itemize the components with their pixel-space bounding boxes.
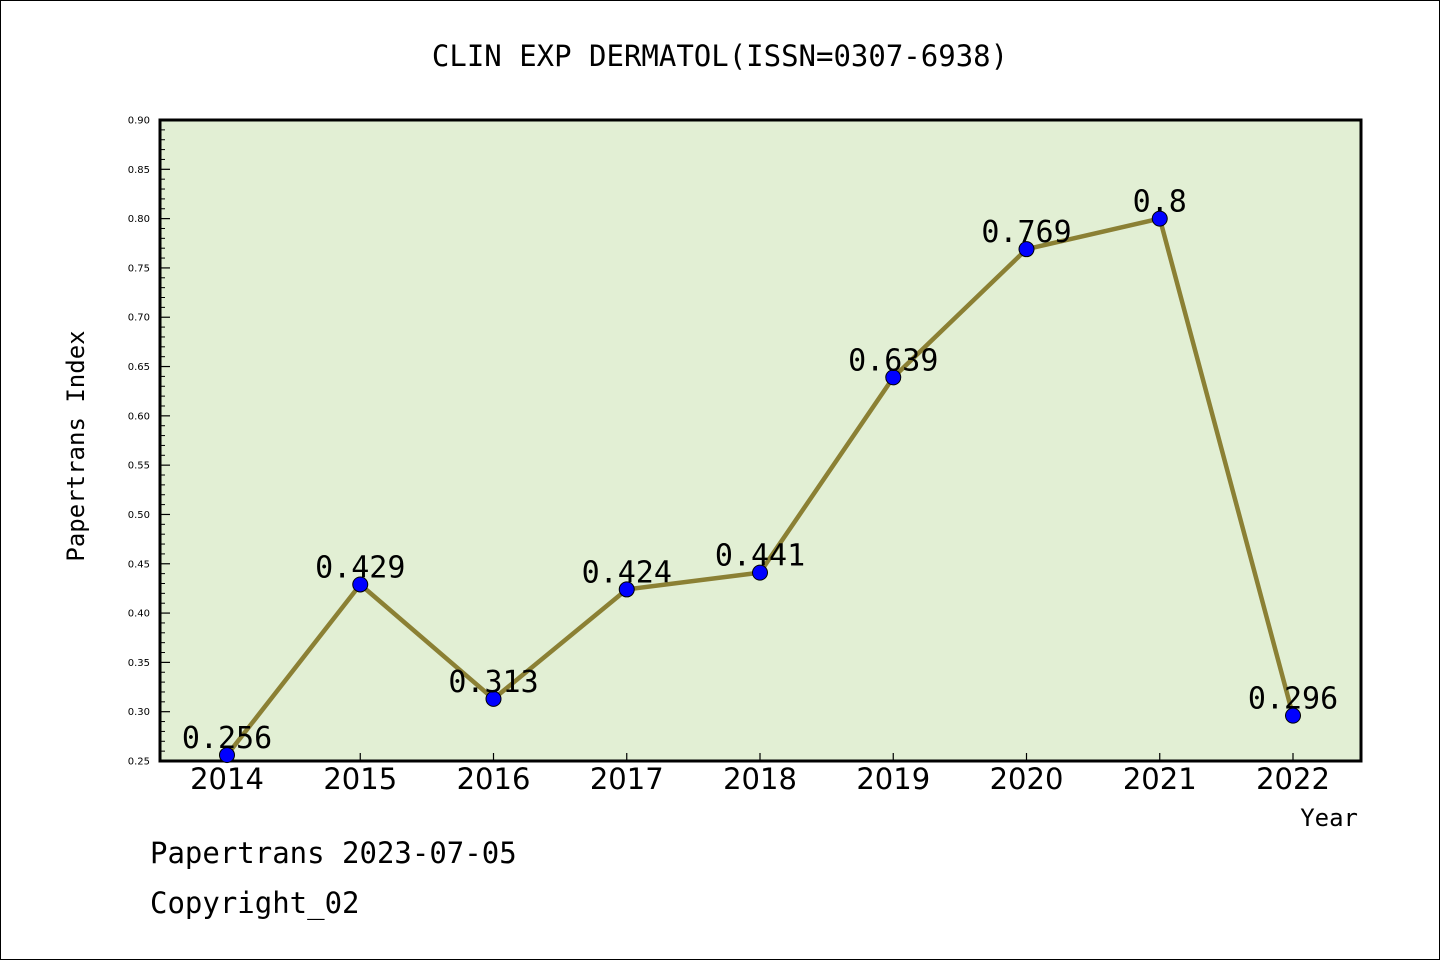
footer-date: Papertrans 2023-07-05 <box>150 836 517 870</box>
chart-title: CLIN EXP DERMATOL(ISSN=0307-6938) <box>432 39 1008 73</box>
y-tick-label: 0.85 <box>128 165 150 176</box>
y-axis: 0.25 0.30 0.35 0.40 0.45 0.50 0.55 0.60 0.65 0.70… <box>128 116 170 768</box>
y-tick-label: 0.55 <box>128 461 150 472</box>
y-tick-label: 0.75 <box>128 263 150 274</box>
data-point <box>485 690 502 707</box>
data-point <box>219 747 235 764</box>
data-label: 0.424 <box>582 555 672 590</box>
footer-copyright: Copyright_02 <box>150 886 360 920</box>
x-tick-label: 2014 <box>190 762 264 796</box>
x-tick-label: 2018 <box>723 762 797 796</box>
data-point <box>352 576 369 593</box>
data-label: 0.769 <box>981 215 1071 250</box>
x-axis-label: Year <box>1300 804 1358 832</box>
x-tick-label: 2019 <box>856 762 930 796</box>
data-markers <box>219 210 1301 764</box>
y-tick-label: 0.35 <box>128 658 150 669</box>
y-tick-label: 0.40 <box>128 609 150 620</box>
y-axis-label: Papertrans Index <box>62 330 90 561</box>
y-tick-label: 0.25 <box>128 757 150 768</box>
x-tick-label: 2016 <box>457 762 531 796</box>
y-tick-label: 0.50 <box>128 510 150 521</box>
x-tick-label: 2022 <box>1256 762 1330 796</box>
data-label: 0.313 <box>448 665 538 700</box>
y-tick-label: 0.80 <box>128 214 150 225</box>
x-tick-label: 2021 <box>1123 762 1197 796</box>
x-tick-label: 2015 <box>323 762 397 796</box>
data-point <box>752 564 768 581</box>
data-label: 0.256 <box>182 721 272 756</box>
data-label: 0.441 <box>715 539 805 574</box>
data-point <box>1151 210 1168 227</box>
y-tick-label: 0.30 <box>128 707 150 718</box>
y-tick-label: 0.45 <box>128 559 150 570</box>
x-tick-label: 2020 <box>990 762 1064 796</box>
data-point <box>1285 707 1301 724</box>
data-label: 0.639 <box>848 343 938 378</box>
data-labels: 0.256 0.429 0.313 0.424 0.441 0.639 0.769 0.8 0.… <box>182 185 1338 756</box>
data-label: 0.8 <box>1133 185 1187 220</box>
data-point <box>1018 241 1035 258</box>
y-tick-label: 0.65 <box>128 362 150 373</box>
x-axis: 2014 2015 2016 2017 2018 2019 2020 2021 2022 <box>190 753 1330 796</box>
y-tick-label: 0.70 <box>128 313 150 324</box>
y-tick-label: 0.60 <box>128 411 150 422</box>
data-label: 0.296 <box>1248 682 1338 717</box>
data-point <box>618 581 635 598</box>
y-tick-label: 0.90 <box>128 116 150 127</box>
x-tick-label: 2017 <box>590 762 664 796</box>
data-point <box>885 369 902 386</box>
data-label: 0.429 <box>315 550 405 585</box>
